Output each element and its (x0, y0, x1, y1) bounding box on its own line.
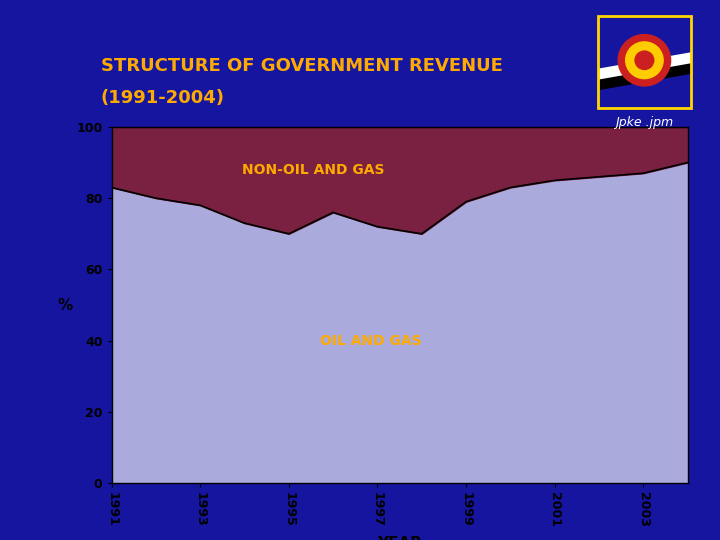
Text: OIL AND GAS: OIL AND GAS (320, 334, 422, 348)
Circle shape (626, 42, 663, 79)
X-axis label: YEAR: YEAR (377, 536, 422, 540)
Text: (1991-2004): (1991-2004) (101, 89, 225, 107)
Text: Jpke .jpm: Jpke .jpm (616, 116, 673, 129)
Text: STRUCTURE OF GOVERNMENT REVENUE: STRUCTURE OF GOVERNMENT REVENUE (101, 57, 503, 75)
Polygon shape (598, 53, 691, 80)
Text: NON-OIL AND GAS: NON-OIL AND GAS (242, 163, 384, 177)
Circle shape (635, 51, 654, 70)
Polygon shape (598, 64, 691, 90)
Circle shape (618, 35, 670, 86)
Y-axis label: %: % (58, 298, 73, 313)
